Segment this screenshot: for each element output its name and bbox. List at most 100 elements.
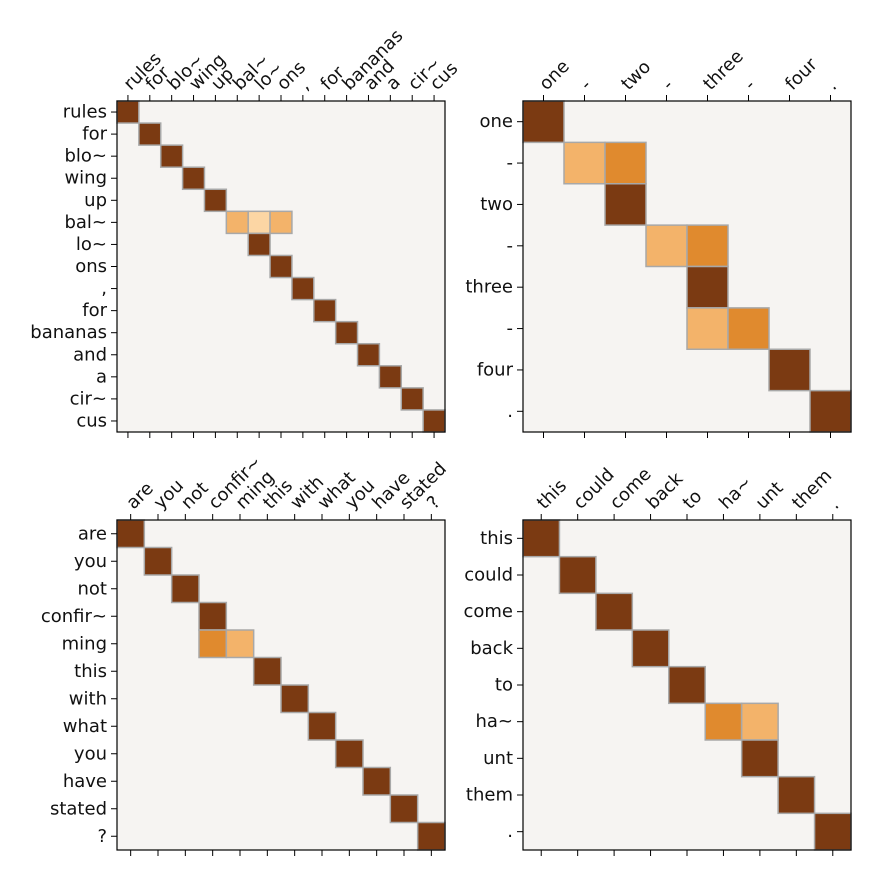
heatmap-cell bbox=[686, 265, 729, 309]
heatmap-cell bbox=[400, 387, 424, 411]
x-tick-label: one bbox=[535, 56, 574, 95]
heatmap-cell bbox=[604, 183, 647, 226]
y-tick-label: with bbox=[69, 688, 107, 709]
y-tick-label: are bbox=[78, 523, 107, 544]
x-tick-label: unt bbox=[752, 478, 788, 514]
x-tick-label: could bbox=[569, 464, 618, 513]
heatmap-cell bbox=[138, 122, 162, 146]
heatmap-cell bbox=[416, 821, 446, 851]
y-tick-label: . bbox=[507, 821, 513, 842]
heatmap-cell bbox=[668, 665, 706, 705]
heatmap-cell bbox=[307, 711, 337, 741]
heatmap-cell bbox=[225, 629, 255, 659]
heatmap-cell bbox=[740, 739, 779, 778]
x-tick-label: them bbox=[788, 465, 836, 513]
y-tick-label: and bbox=[73, 344, 107, 365]
heatmap-cell bbox=[809, 389, 852, 433]
x-tick-label: . bbox=[822, 76, 841, 95]
heatmap-cell bbox=[198, 601, 228, 631]
y-tick-label: , bbox=[101, 278, 107, 299]
heatmap-cell bbox=[378, 365, 403, 389]
x-tick-label: , bbox=[295, 76, 314, 95]
y-tick-label: ? bbox=[97, 826, 107, 847]
heatmap-cell bbox=[247, 210, 271, 235]
x-tick-label: . bbox=[824, 495, 843, 514]
y-tick-label: unt bbox=[483, 748, 513, 769]
heatmap-cell bbox=[143, 546, 173, 576]
y-tick-label: you bbox=[74, 551, 107, 572]
heatmap-cell bbox=[727, 307, 770, 350]
y-tick-label: stated bbox=[50, 798, 107, 819]
heatmap-cell bbox=[813, 812, 852, 851]
heatmap-cell bbox=[181, 166, 206, 191]
y-tick-label: four bbox=[477, 359, 514, 380]
heatmap-cell bbox=[203, 188, 228, 213]
y-tick-label: confir~ bbox=[41, 606, 107, 627]
heatmap-cell bbox=[604, 141, 647, 185]
heatmap-cell bbox=[280, 684, 310, 714]
heatmap-panel-bottom-right: thiscouldcomebacktoha~untthem.thiscouldc… bbox=[463, 464, 852, 856]
x-tick-label: to bbox=[679, 486, 707, 514]
y-tick-label: not bbox=[78, 578, 107, 599]
heatmap-cell bbox=[389, 794, 419, 824]
x-tick-label: - bbox=[740, 75, 759, 94]
heatmap-cell bbox=[422, 409, 446, 433]
heatmap-cell bbox=[522, 519, 561, 558]
heatmap-panel-bottom-left: are you not confir~ ming this with what you have s… bbox=[41, 452, 451, 856]
x-tick-label: this bbox=[533, 475, 571, 513]
y-tick-label: - bbox=[507, 318, 514, 339]
heatmap-cell bbox=[563, 141, 606, 185]
heatmap-cell bbox=[740, 702, 779, 741]
y-tick-label: them bbox=[466, 785, 513, 806]
heatmap-panel-top-right: one-two-three-four.one - two - three-four. bbox=[465, 46, 852, 438]
heatmap-cell bbox=[116, 519, 146, 549]
heatmap-cell bbox=[334, 320, 359, 345]
y-tick-label: wing bbox=[64, 168, 107, 189]
heatmap-cell bbox=[686, 224, 729, 268]
heatmap-cell bbox=[522, 100, 565, 144]
x-tick-label: come bbox=[606, 464, 656, 514]
x-tick-label: two bbox=[617, 56, 655, 94]
heatmap-cell bbox=[768, 348, 811, 392]
y-tick-label: rules bbox=[63, 102, 107, 123]
y-tick-label: come bbox=[463, 601, 513, 622]
y-tick-label: two bbox=[480, 194, 513, 215]
heatmap-cell bbox=[686, 307, 729, 350]
y-tick-label: have bbox=[63, 771, 107, 792]
heatmap-cell bbox=[558, 555, 597, 595]
plot-frame bbox=[522, 100, 852, 433]
heatmap-cell bbox=[198, 629, 228, 659]
y-tick-label: you bbox=[74, 743, 107, 764]
y-tick-label: could bbox=[464, 565, 513, 586]
heatmap-cell bbox=[170, 574, 200, 604]
heatmap-cell bbox=[704, 702, 743, 741]
y-tick-label: blo~ bbox=[64, 146, 107, 167]
heatmap-cell bbox=[252, 656, 282, 686]
y-tick-label: bal~ bbox=[64, 212, 107, 233]
y-tick-label: cus bbox=[76, 410, 107, 431]
heatmap-cell bbox=[313, 298, 337, 323]
y-tick-label: back bbox=[470, 638, 513, 659]
heatmap-cell bbox=[362, 766, 392, 796]
y-tick-label: . bbox=[507, 401, 513, 422]
y-tick-label: three bbox=[465, 277, 513, 298]
x-tick-label: ha~ bbox=[715, 472, 756, 513]
y-tick-label: a bbox=[96, 366, 107, 387]
heatmap-cell bbox=[291, 276, 315, 301]
y-tick-label: for bbox=[82, 124, 107, 145]
heatmap-panel-top-left: rulesforblo~wingupbal~lo~ons,forbananasa… bbox=[30, 25, 462, 438]
y-tick-label: ming bbox=[62, 633, 107, 654]
heatmap-cell bbox=[269, 210, 293, 235]
x-tick-label: three bbox=[699, 46, 748, 95]
x-tick-label: ? bbox=[423, 492, 445, 514]
heatmap-cell bbox=[356, 342, 381, 367]
y-tick-label: this bbox=[74, 661, 107, 682]
y-tick-label: cir~ bbox=[70, 388, 107, 409]
y-tick-label: to bbox=[495, 675, 513, 696]
x-tick-label: - bbox=[576, 75, 595, 94]
plot-frame bbox=[116, 519, 446, 851]
heatmap-cell bbox=[116, 100, 140, 124]
heatmap-cell bbox=[645, 224, 688, 268]
y-tick-label: lo~ bbox=[76, 234, 107, 255]
